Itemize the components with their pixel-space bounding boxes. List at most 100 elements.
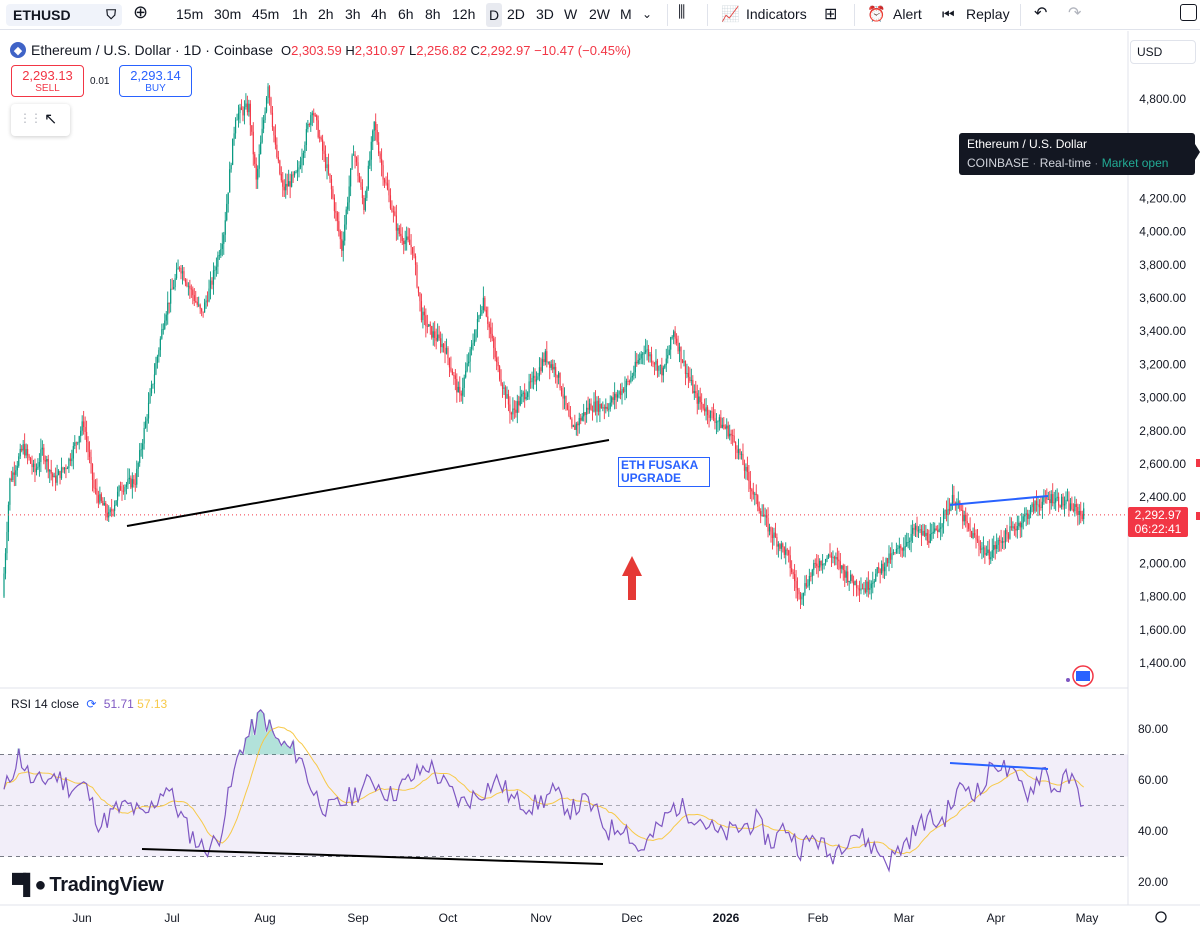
candle-body: [84, 427, 86, 432]
chart-legend[interactable]: ◆ Ethereum / U.S. Dollar · 1D · Coinbase…: [10, 42, 631, 58]
price-axis-label: 3,200.00: [1139, 357, 1186, 371]
candle-body: [634, 361, 636, 373]
interval-2h[interactable]: 2h: [318, 6, 334, 22]
price-axis-label: 4,800.00: [1139, 92, 1186, 106]
interval-3d[interactable]: 3D: [536, 6, 554, 22]
candle-body: [198, 304, 200, 306]
buy-button[interactable]: 2,293.14 BUY: [119, 65, 192, 97]
candle-body: [513, 408, 515, 410]
cursor-icon[interactable]: ↖: [44, 111, 58, 128]
interval-3h[interactable]: 3h: [345, 6, 361, 22]
drag-handle-icon[interactable]: ⋮⋮: [19, 111, 42, 125]
candle-body: [282, 180, 284, 187]
interval-dropdown-icon[interactable]: ⌄: [642, 7, 653, 21]
candle-body: [686, 372, 688, 374]
candle-body: [646, 349, 648, 351]
interval-6h[interactable]: 6h: [398, 6, 414, 22]
fullscreen-icon[interactable]: [1180, 4, 1197, 21]
candle-body: [1018, 522, 1020, 527]
interval-w[interactable]: W: [564, 6, 578, 22]
interval-2w[interactable]: 2W: [589, 6, 610, 22]
candle-body: [407, 236, 409, 240]
redo-icon[interactable]: ↷: [1068, 5, 1082, 22]
candle-body: [997, 539, 999, 545]
bar-countdown: 06:22:41: [1134, 522, 1182, 536]
rsi-settings-icon[interactable]: ⟳: [86, 697, 97, 711]
candle-body: [87, 441, 89, 452]
candle-body: [540, 367, 542, 372]
alert-icon[interactable]: ⏰: [867, 6, 886, 23]
candle-body: [454, 375, 456, 379]
candle-body: [650, 354, 653, 363]
interval-4h[interactable]: 4h: [371, 6, 387, 22]
candle-style-icon[interactable]: ⫼: [678, 4, 686, 21]
layout-grid-icon[interactable]: ⊞: [824, 6, 838, 23]
interval-15m[interactable]: 15m: [176, 6, 204, 22]
candle-body: [435, 338, 437, 341]
symbol-search[interactable]: ETHUSD ⛉: [6, 4, 122, 26]
interval-1h[interactable]: 1h: [292, 6, 308, 22]
interval-45m[interactable]: 45m: [252, 6, 280, 22]
candle-body: [462, 387, 464, 396]
tradingview-logo[interactable]: ▀▌● TradingView: [12, 874, 164, 897]
interval-m[interactable]: M: [620, 6, 632, 22]
candle-body: [721, 424, 723, 428]
toolbar-divider: [667, 4, 668, 26]
interval-d[interactable]: D: [486, 3, 503, 27]
interval-30m[interactable]: 30m: [214, 6, 242, 22]
candle-body: [779, 544, 781, 549]
replay-button[interactable]: Replay: [966, 6, 1010, 22]
candle-body: [224, 220, 226, 235]
compare-add-icon[interactable]: ⊕: [133, 2, 149, 22]
annotation-line-2: UPGRADE: [621, 471, 682, 485]
candle-body: [106, 512, 108, 518]
candle-body: [950, 503, 952, 511]
candle-body: [844, 570, 846, 578]
candle-body: [149, 393, 151, 403]
candle-body: [748, 471, 750, 482]
candle-body: [965, 514, 967, 522]
interval-12h[interactable]: 12h: [452, 6, 476, 22]
candle-body: [143, 427, 145, 444]
candle-body: [668, 349, 670, 356]
candle-body: [662, 367, 664, 376]
candle-body: [260, 142, 262, 155]
candle-body: [214, 270, 216, 271]
replay-icon[interactable]: ⏮: [942, 6, 955, 22]
candle-body: [299, 165, 302, 168]
sell-button[interactable]: 2,293.13 SELL: [11, 65, 84, 97]
candle-body: [723, 424, 725, 427]
candle-body: [854, 581, 856, 586]
candle-body: [220, 249, 222, 256]
candle-body: [764, 515, 766, 517]
undo-icon[interactable]: ↶: [1034, 5, 1048, 22]
indicators-button[interactable]: Indicators: [746, 6, 807, 22]
currency-selector[interactable]: USD: [1130, 40, 1196, 64]
rsi-legend[interactable]: RSI 14 close ⟳ 51.71 57.13: [11, 697, 167, 711]
candle-body: [903, 547, 905, 551]
candle-body: [236, 119, 238, 121]
symbol-menu-icon[interactable]: ⛉: [106, 7, 116, 22]
candle-body: [88, 451, 91, 457]
alert-button[interactable]: Alert: [893, 6, 922, 22]
fusaka-upgrade-annotation[interactable]: ETH FUSAKA UPGRADE: [618, 457, 710, 487]
candle-body: [493, 338, 495, 348]
candle-body: [370, 141, 372, 160]
candle-body: [398, 227, 400, 234]
interval-2d[interactable]: 2D: [507, 6, 525, 22]
candle-body: [277, 157, 279, 161]
candle-body: [285, 183, 287, 191]
candle-body: [999, 539, 1001, 541]
interval-8h[interactable]: 8h: [425, 6, 441, 22]
candle-body: [124, 487, 126, 492]
candle-body: [91, 464, 94, 481]
candle-body: [556, 375, 558, 378]
candle-body: [814, 563, 816, 564]
indicators-icon[interactable]: 📈: [721, 6, 740, 23]
candle-body: [599, 404, 601, 412]
candle-body: [470, 344, 473, 350]
candle-body: [292, 174, 294, 176]
chart-canvas[interactable]: 4,800.00 4,200.00 4,000.00 3,800.00 3,600.00…: [0, 31, 1200, 938]
candle-body: [745, 466, 747, 471]
candle-body: [664, 365, 666, 368]
